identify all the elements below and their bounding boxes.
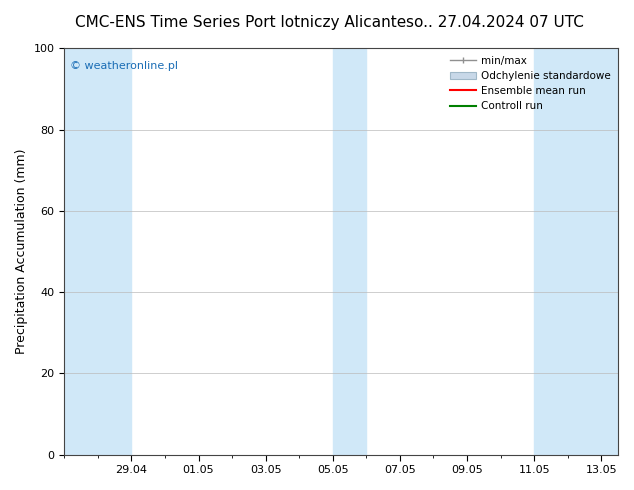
Text: © weatheronline.pl: © weatheronline.pl — [70, 61, 178, 71]
Y-axis label: Precipitation Accumulation (mm): Precipitation Accumulation (mm) — [15, 149, 28, 354]
Bar — [64, 49, 131, 455]
Bar — [534, 49, 618, 455]
Bar — [333, 49, 366, 455]
Legend: min/max, Odchylenie standardowe, Ensemble mean run, Controll run: min/max, Odchylenie standardowe, Ensembl… — [446, 51, 615, 116]
Text: CMC-ENS Time Series Port lotniczy Alicante: CMC-ENS Time Series Port lotniczy Alican… — [75, 15, 406, 30]
Text: so.. 27.04.2024 07 UTC: so.. 27.04.2024 07 UTC — [406, 15, 583, 30]
